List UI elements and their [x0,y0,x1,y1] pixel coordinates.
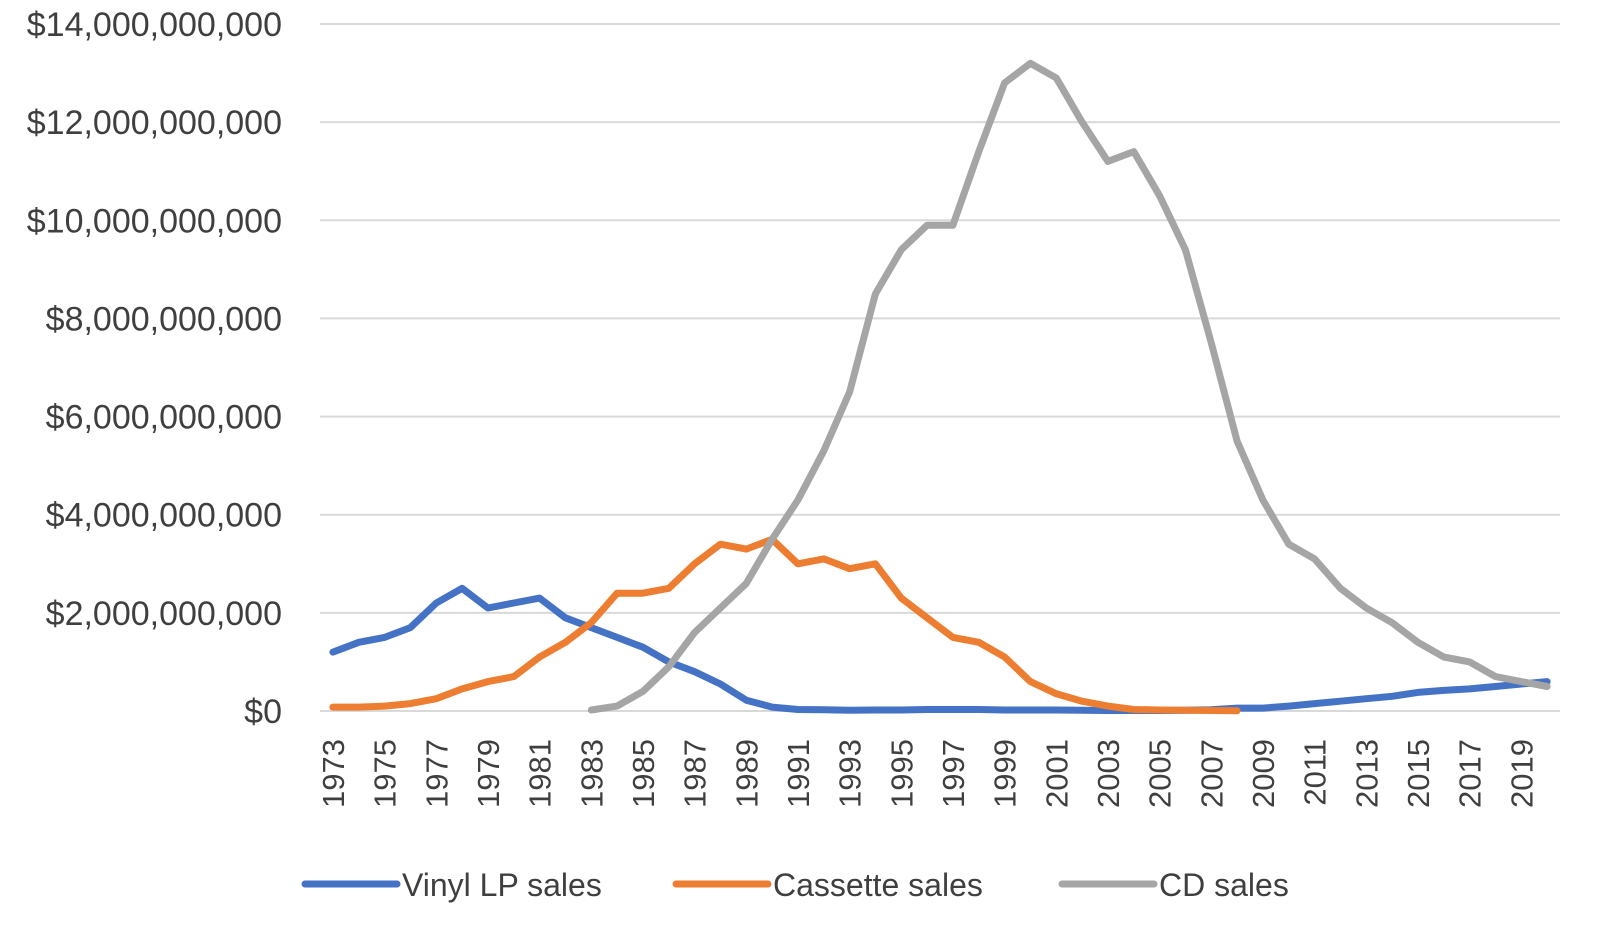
x-tick-label: 2007 [1194,739,1229,808]
y-tick-label: $14,000,000,000 [27,6,282,44]
x-tick-label: 2011 [1298,739,1333,806]
x-tick-label: 2013 [1349,739,1384,808]
x-axis-ticks: 1973 1975 1977 1979 1981 1983 1985 1987 1989 1991… [316,739,1539,808]
x-tick-label: 2009 [1246,739,1281,808]
x-tick-label: 2003 [1091,739,1126,808]
x-tick-label: 1991 [781,739,816,808]
x-tick-label: 2017 [1453,739,1488,808]
x-tick-label: 1997 [936,739,971,808]
gridlines [320,23,1560,712]
x-tick-label: 1977 [419,739,454,808]
x-tick-label: 2005 [1143,739,1178,808]
y-tick-label: $4,000,000,000 [46,497,282,535]
x-tick-label: 1995 [884,739,919,808]
legend-label: CD sales [1159,867,1289,903]
x-tick-label: 1999 [988,739,1023,808]
y-tick-label: $2,000,000,000 [46,595,282,633]
x-tick-label: 1993 [833,739,868,808]
x-tick-label: 2015 [1401,739,1436,808]
legend-label: Vinyl LP sales [402,867,602,903]
x-tick-label: 1983 [574,739,609,808]
x-tick-label: 1973 [316,739,351,808]
series-line-1 [329,535,1241,715]
x-tick-label: 1979 [471,739,506,808]
y-tick-label: $8,000,000,000 [46,300,282,338]
x-tick-label: 1989 [729,739,764,808]
x-tick-label: 1987 [678,739,713,808]
y-tick-label: $10,000,000,000 [27,202,282,240]
x-tick-label: 1985 [626,739,661,808]
x-tick-label: 1975 [368,739,403,808]
x-tick-label: 2019 [1504,739,1539,808]
legend: Vinyl LP sales Cassette sales CD sales [301,867,1289,903]
y-tick-label: $0 [244,693,282,731]
x-tick-label: 1981 [523,739,558,808]
series-lines [329,59,1551,715]
y-tick-label: $6,000,000,000 [46,399,282,437]
x-tick-label: 2001 [1039,739,1074,808]
legend-label: Cassette sales [773,867,983,903]
y-tick-label: $12,000,000,000 [27,104,282,142]
y-axis-ticks: $0 $2,000,000,000 $4,000,000,000 $6,000,000… [27,6,282,731]
series-line-0 [329,584,1551,714]
series-line-2 [587,59,1551,714]
